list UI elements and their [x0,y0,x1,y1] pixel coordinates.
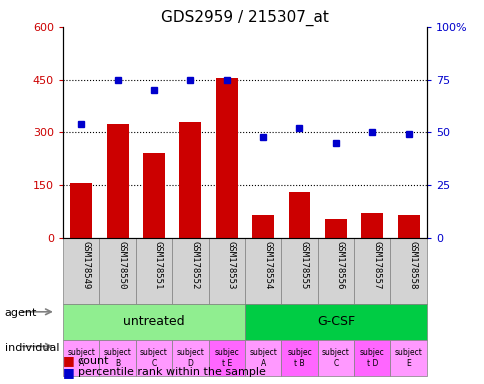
Text: GSM178551: GSM178551 [153,241,163,290]
Text: GSM178549: GSM178549 [81,241,90,290]
Text: ■: ■ [63,354,75,367]
FancyBboxPatch shape [172,238,208,304]
FancyBboxPatch shape [99,238,136,304]
Text: GSM178550: GSM178550 [117,241,126,290]
FancyBboxPatch shape [353,238,390,304]
Text: count: count [77,356,109,366]
Text: subject
A: subject A [249,349,276,368]
Bar [143,154,165,238]
Text: subject
E: subject E [394,349,422,368]
Bar [324,218,346,238]
Text: GSM178557: GSM178557 [372,241,380,290]
Title: GDS2959 / 215307_at: GDS2959 / 215307_at [161,9,328,25]
FancyBboxPatch shape [208,238,244,304]
Text: subjec
t E: subjec t E [214,349,239,368]
Text: untreated: untreated [123,315,184,328]
FancyBboxPatch shape [390,238,426,304]
Text: GSM178553: GSM178553 [226,241,235,290]
FancyBboxPatch shape [317,340,353,376]
Bar [361,213,382,238]
Text: agent: agent [5,308,37,318]
FancyBboxPatch shape [353,340,390,376]
FancyBboxPatch shape [244,340,281,376]
Text: GSM178556: GSM178556 [335,241,344,290]
FancyBboxPatch shape [281,340,317,376]
FancyBboxPatch shape [244,238,281,304]
FancyBboxPatch shape [172,340,208,376]
FancyBboxPatch shape [281,238,317,304]
Text: subject
C: subject C [140,349,167,368]
Bar [288,192,310,238]
FancyBboxPatch shape [99,340,136,376]
Bar [397,215,419,238]
FancyBboxPatch shape [136,340,172,376]
FancyBboxPatch shape [63,304,244,340]
Text: GSM178555: GSM178555 [299,241,308,290]
Text: subject
D: subject D [176,349,204,368]
Text: subjec
t B: subjec t B [287,349,311,368]
Text: subjec
t D: subjec t D [359,349,384,368]
FancyBboxPatch shape [390,340,426,376]
FancyBboxPatch shape [63,340,99,376]
Text: G-CSF: G-CSF [316,315,354,328]
FancyBboxPatch shape [136,238,172,304]
Text: GSM178552: GSM178552 [190,241,199,290]
Text: individual: individual [5,343,59,353]
Bar [106,124,128,238]
Text: percentile rank within the sample: percentile rank within the sample [77,367,265,377]
Text: GSM178554: GSM178554 [262,241,272,290]
Text: subject
B: subject B [104,349,131,368]
FancyBboxPatch shape [317,238,353,304]
FancyBboxPatch shape [208,340,244,376]
Text: subject
A: subject A [67,349,95,368]
FancyBboxPatch shape [63,238,99,304]
Bar [70,183,92,238]
Bar [179,122,201,238]
FancyBboxPatch shape [244,304,426,340]
Bar [252,215,273,238]
Text: ■: ■ [63,366,75,379]
Bar [215,78,237,238]
Text: subject
C: subject C [321,349,349,368]
Text: GSM178558: GSM178558 [408,241,417,290]
